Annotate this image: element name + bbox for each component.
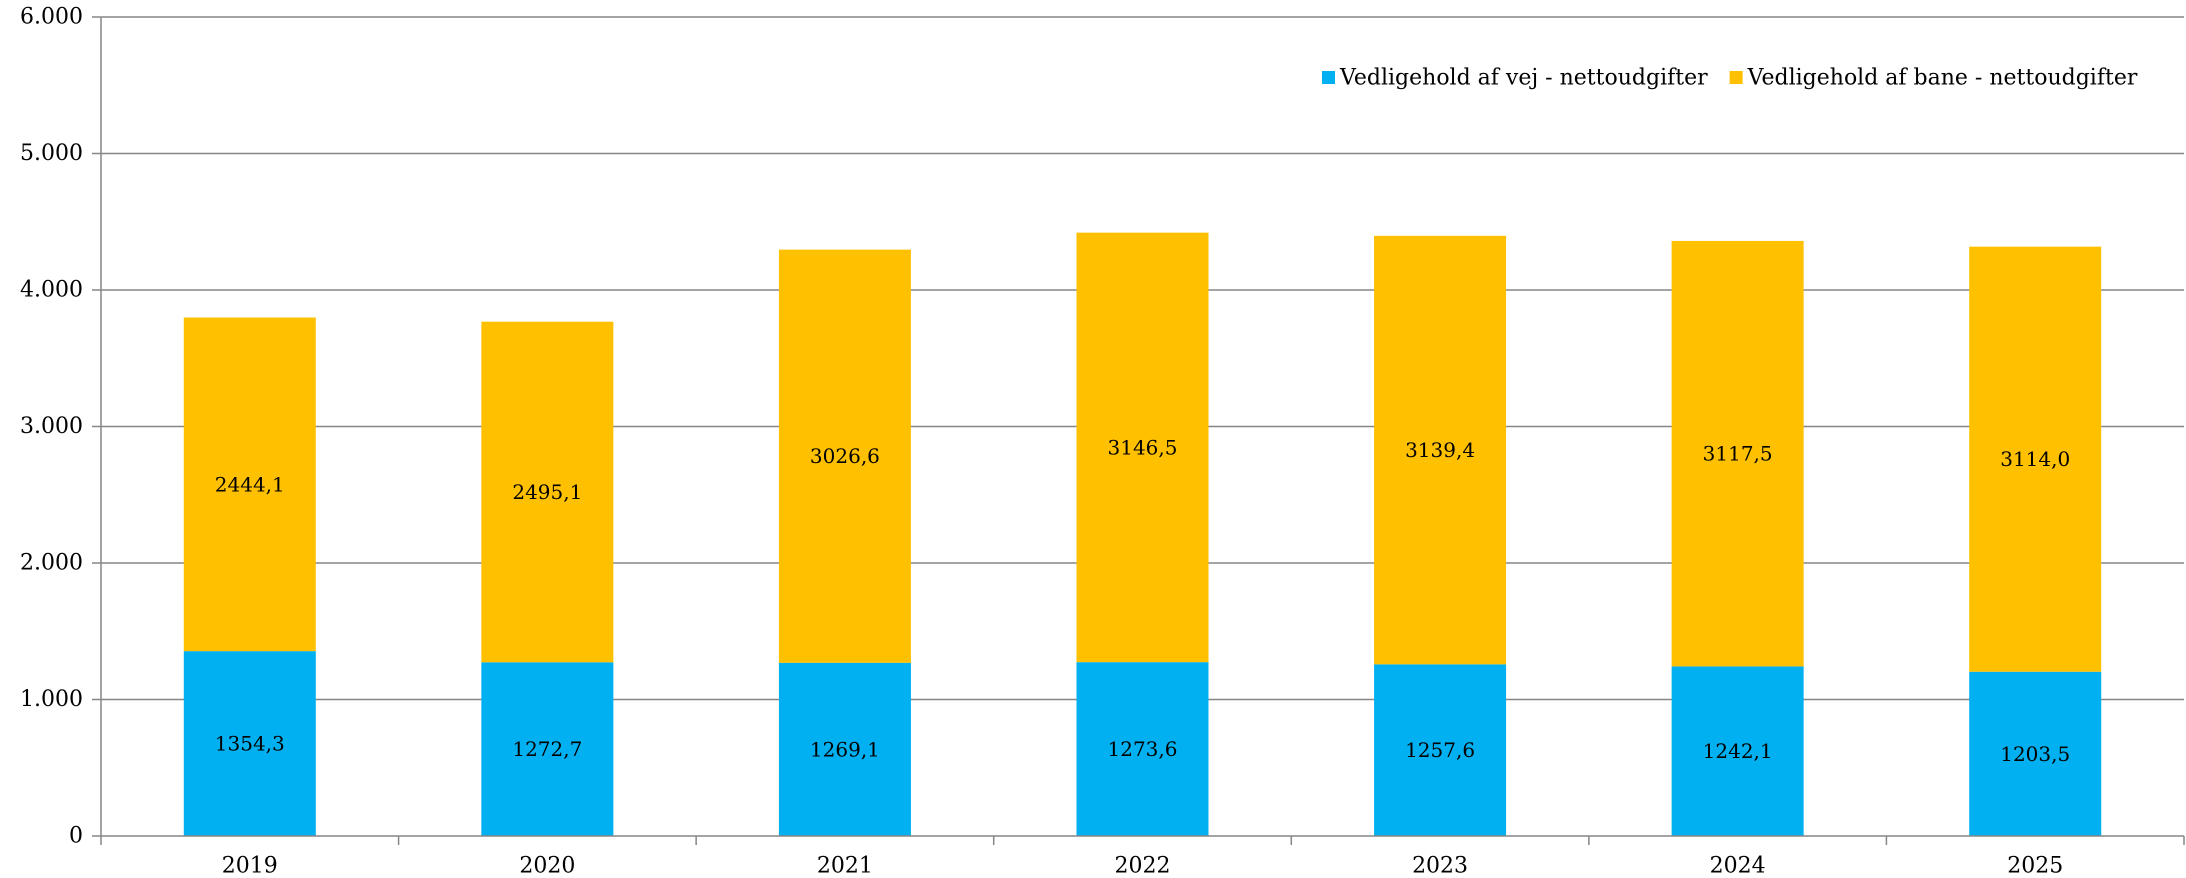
bar-segment-vej-2023: [1374, 664, 1507, 836]
data-label: 2444,1: [215, 472, 285, 496]
legend-label: Vedligehold af bane - nettoudgifter: [1747, 66, 2138, 91]
x-tick-label: 2024: [1710, 854, 1766, 878]
bar-segment-vej-2021: [778, 662, 911, 836]
data-label: 3114,0: [2000, 447, 2070, 471]
bar-segment-vej-2022: [1076, 662, 1209, 836]
legend-label: Vedligehold af vej - nettoudgifter: [1339, 66, 1708, 91]
bar-segment-bane-2025: [1969, 246, 2102, 672]
data-label: 1272,7: [512, 737, 582, 761]
data-label: 3139,4: [1405, 438, 1475, 462]
data-label: 3117,5: [1703, 442, 1773, 466]
bar-segment-vej-2024: [1671, 666, 1804, 836]
y-axis: 0 1.000 2.000 3.000 4.000 5.000 6.000: [20, 5, 102, 849]
bar-segment-bane-2023: [1374, 235, 1507, 665]
bar-segment-vej-2025: [1969, 671, 2102, 836]
y-tick-label: 2.000: [20, 551, 83, 576]
legend-swatch: [1729, 71, 1743, 84]
y-tick-label: 6.000: [20, 5, 83, 30]
x-tick-label: 2022: [1115, 854, 1171, 878]
y-tick-label: 4.000: [20, 278, 83, 303]
data-label: 3146,5: [1108, 435, 1178, 459]
bar-segment-bane-2019: [183, 317, 316, 652]
y-tick-label: 1.000: [20, 687, 83, 712]
bar-segment-bane-2022: [1076, 232, 1209, 663]
data-label: 3026,6: [810, 444, 880, 468]
x-tick-label: 2023: [1412, 854, 1468, 878]
y-tick-label: 0: [69, 824, 83, 849]
legend: Vedligehold af vej - nettoudgifter Vedlig…: [1322, 66, 2138, 91]
y-tick-label: 3.000: [20, 414, 83, 439]
bar-segment-bane-2021: [778, 249, 911, 663]
x-tick-label: 2025: [2007, 854, 2063, 878]
y-tick-label: 5.000: [20, 141, 83, 166]
data-label: 1354,3: [215, 732, 285, 756]
data-label: 1242,1: [1703, 739, 1773, 763]
data-label: 2495,1: [512, 480, 582, 504]
data-label: 1203,5: [2000, 742, 2070, 766]
legend-swatch: [1322, 71, 1335, 84]
bar-segment-bane-2024: [1671, 240, 1804, 667]
x-tick-label: 2019: [222, 854, 278, 878]
x-axis: 2019 2020 2021 2022 2023 2024 2025: [100, 835, 2185, 878]
x-tick-label: 2020: [519, 854, 575, 878]
data-label: 1257,6: [1405, 738, 1475, 762]
data-label: 1269,1: [810, 737, 880, 761]
data-label: 1273,6: [1108, 737, 1178, 761]
bar-segment-bane-2020: [481, 321, 614, 663]
bars: 1354,3 2444,1 1272,7 2495,1 1269,1 3026,6 1273…: [183, 232, 2102, 836]
bar-segment-vej-2020: [481, 662, 614, 836]
x-tick-label: 2021: [817, 854, 873, 878]
bar-segment-vej-2019: [183, 651, 316, 836]
